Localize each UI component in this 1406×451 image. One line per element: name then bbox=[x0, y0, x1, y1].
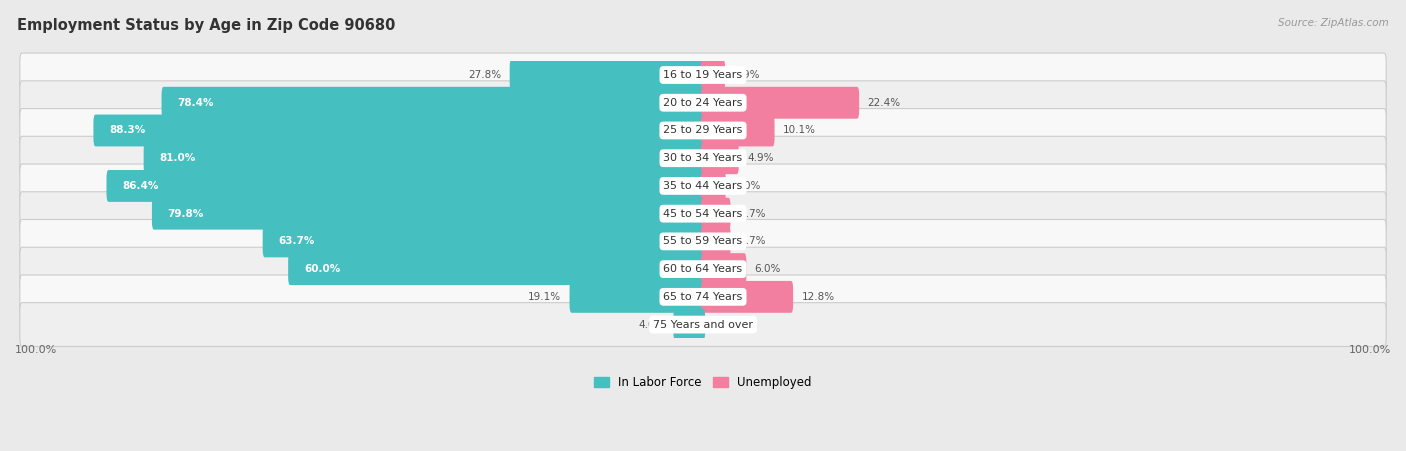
FancyBboxPatch shape bbox=[702, 226, 731, 258]
Text: 27.8%: 27.8% bbox=[468, 70, 502, 80]
FancyBboxPatch shape bbox=[20, 81, 1386, 124]
FancyBboxPatch shape bbox=[93, 115, 704, 147]
FancyBboxPatch shape bbox=[673, 308, 704, 341]
Text: 2.9%: 2.9% bbox=[734, 70, 759, 80]
Text: 20 to 24 Years: 20 to 24 Years bbox=[664, 98, 742, 108]
FancyBboxPatch shape bbox=[702, 281, 793, 313]
Text: 10.1%: 10.1% bbox=[783, 125, 815, 135]
Text: 3.7%: 3.7% bbox=[738, 236, 765, 246]
Text: 65 to 74 Years: 65 to 74 Years bbox=[664, 292, 742, 302]
FancyBboxPatch shape bbox=[20, 247, 1386, 291]
Text: 75 Years and over: 75 Years and over bbox=[652, 320, 754, 330]
Text: 12.8%: 12.8% bbox=[801, 292, 835, 302]
Text: 3.0%: 3.0% bbox=[734, 181, 761, 191]
Legend: In Labor Force, Unemployed: In Labor Force, Unemployed bbox=[589, 371, 817, 394]
Text: 100.0%: 100.0% bbox=[1348, 345, 1391, 354]
Text: 4.0%: 4.0% bbox=[638, 320, 665, 330]
Text: Employment Status by Age in Zip Code 90680: Employment Status by Age in Zip Code 906… bbox=[17, 18, 395, 33]
Text: 55 to 59 Years: 55 to 59 Years bbox=[664, 236, 742, 246]
Text: 79.8%: 79.8% bbox=[167, 209, 204, 219]
Text: 35 to 44 Years: 35 to 44 Years bbox=[664, 181, 742, 191]
FancyBboxPatch shape bbox=[20, 192, 1386, 235]
FancyBboxPatch shape bbox=[20, 275, 1386, 319]
Text: 22.4%: 22.4% bbox=[868, 98, 901, 108]
Text: 88.3%: 88.3% bbox=[110, 125, 145, 135]
FancyBboxPatch shape bbox=[20, 220, 1386, 263]
Text: 16 to 19 Years: 16 to 19 Years bbox=[664, 70, 742, 80]
Text: 78.4%: 78.4% bbox=[177, 98, 214, 108]
Text: 3.7%: 3.7% bbox=[738, 209, 765, 219]
Text: 4.9%: 4.9% bbox=[747, 153, 773, 163]
FancyBboxPatch shape bbox=[702, 170, 725, 202]
FancyBboxPatch shape bbox=[20, 164, 1386, 208]
FancyBboxPatch shape bbox=[702, 87, 859, 119]
Text: 63.7%: 63.7% bbox=[278, 236, 315, 246]
FancyBboxPatch shape bbox=[288, 253, 704, 285]
FancyBboxPatch shape bbox=[702, 115, 775, 147]
FancyBboxPatch shape bbox=[702, 198, 731, 230]
Text: 60.0%: 60.0% bbox=[304, 264, 340, 274]
FancyBboxPatch shape bbox=[20, 136, 1386, 180]
Text: 19.1%: 19.1% bbox=[529, 292, 561, 302]
FancyBboxPatch shape bbox=[20, 109, 1386, 152]
Text: 100.0%: 100.0% bbox=[15, 345, 58, 354]
FancyBboxPatch shape bbox=[107, 170, 704, 202]
FancyBboxPatch shape bbox=[143, 142, 704, 174]
Text: 0.0%: 0.0% bbox=[713, 320, 740, 330]
FancyBboxPatch shape bbox=[569, 281, 704, 313]
Text: 86.4%: 86.4% bbox=[122, 181, 159, 191]
FancyBboxPatch shape bbox=[509, 59, 704, 91]
FancyBboxPatch shape bbox=[152, 198, 704, 230]
Text: 25 to 29 Years: 25 to 29 Years bbox=[664, 125, 742, 135]
FancyBboxPatch shape bbox=[20, 53, 1386, 97]
Text: 60 to 64 Years: 60 to 64 Years bbox=[664, 264, 742, 274]
Text: 6.0%: 6.0% bbox=[755, 264, 780, 274]
FancyBboxPatch shape bbox=[162, 87, 704, 119]
Text: 45 to 54 Years: 45 to 54 Years bbox=[664, 209, 742, 219]
Text: Source: ZipAtlas.com: Source: ZipAtlas.com bbox=[1278, 18, 1389, 28]
FancyBboxPatch shape bbox=[20, 303, 1386, 346]
Text: 30 to 34 Years: 30 to 34 Years bbox=[664, 153, 742, 163]
Text: 81.0%: 81.0% bbox=[159, 153, 195, 163]
FancyBboxPatch shape bbox=[263, 226, 704, 258]
FancyBboxPatch shape bbox=[702, 59, 725, 91]
FancyBboxPatch shape bbox=[702, 142, 738, 174]
FancyBboxPatch shape bbox=[702, 253, 747, 285]
